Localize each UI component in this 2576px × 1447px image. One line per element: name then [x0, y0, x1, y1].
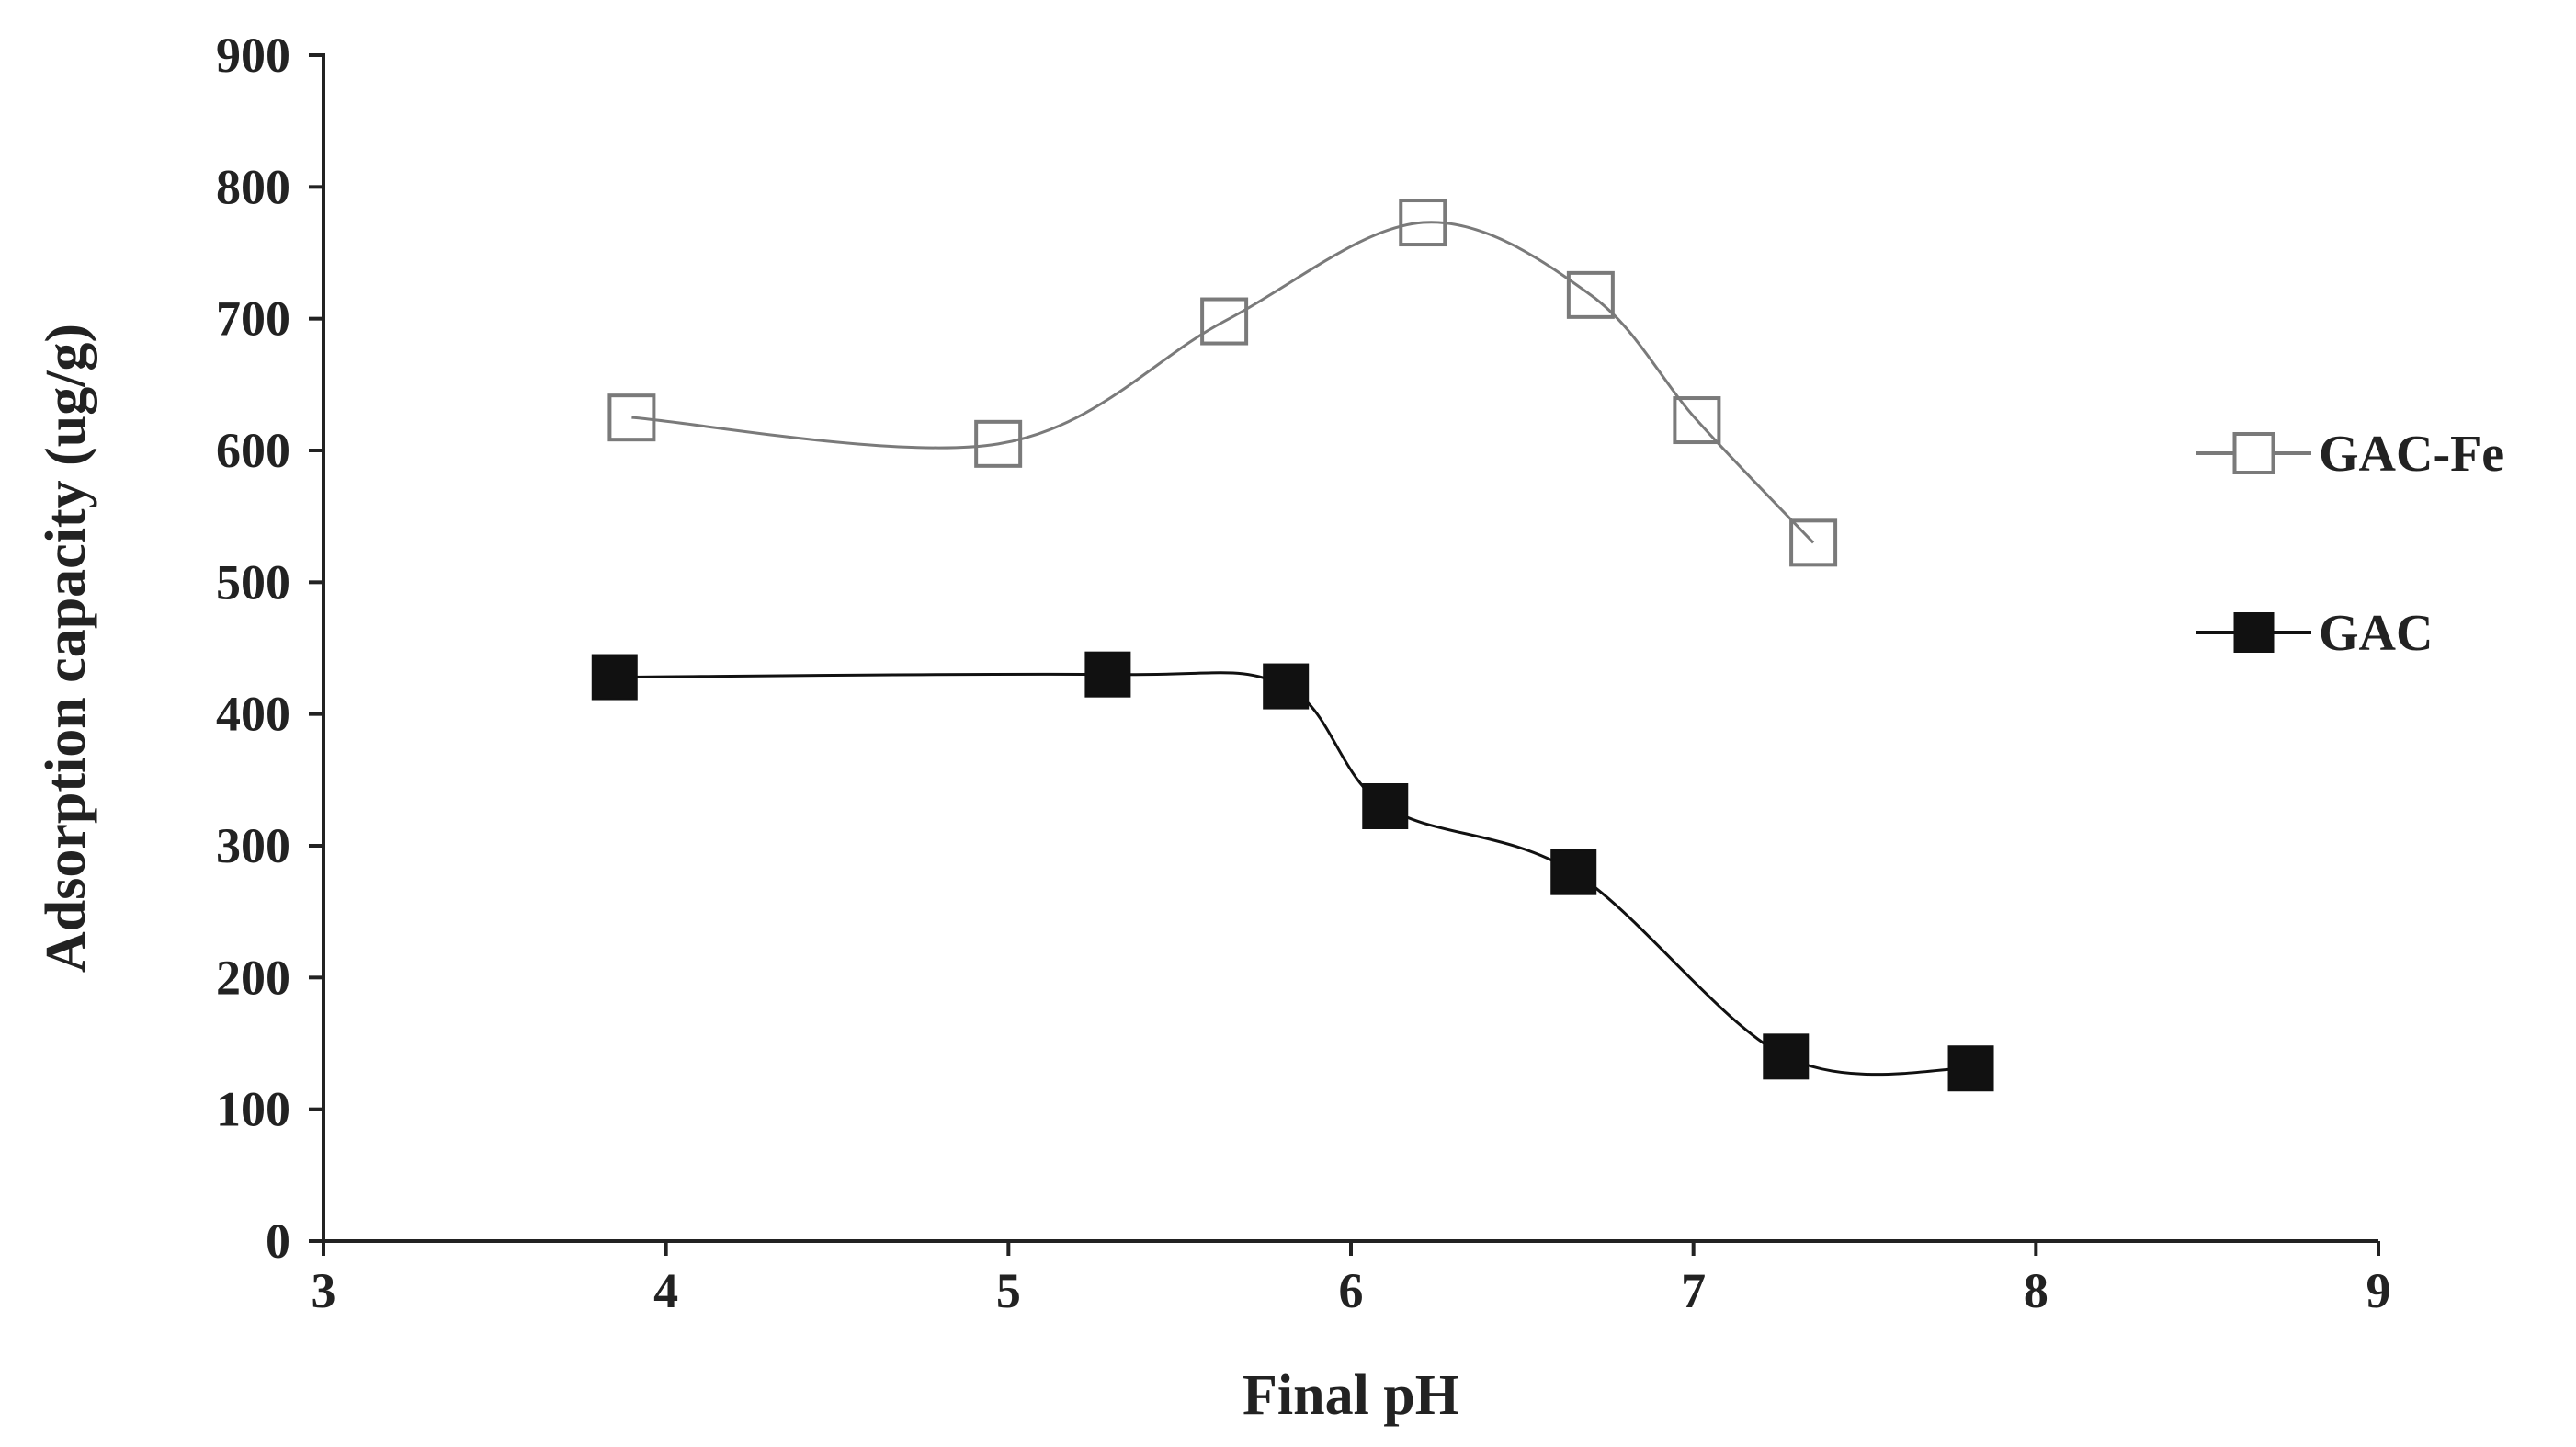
- legend-item: GAC: [2196, 605, 2433, 662]
- data-point: [1763, 1033, 1810, 1080]
- y-tick-label: 900: [216, 28, 290, 83]
- x-tick-label: 6: [1339, 1263, 1364, 1318]
- data-point: [1673, 396, 1721, 445]
- data-point: [1566, 270, 1615, 319]
- y-tick-label: 100: [216, 1082, 290, 1137]
- legend-marker: [2232, 432, 2275, 474]
- data-point: [1789, 518, 1838, 567]
- y-tick-label: 0: [266, 1213, 290, 1269]
- x-axis-title: Final pH: [1243, 1364, 1459, 1427]
- data-point: [607, 393, 656, 442]
- data-point: [1200, 297, 1249, 346]
- axes: 3 4 5 6 7 8 9 0 100 200 300 400 500 600 700 800 900: [216, 28, 2391, 1318]
- series-gac-fe: [607, 199, 1838, 567]
- legend-label: GAC: [2319, 605, 2433, 662]
- x-tick-label: 8: [2024, 1263, 2048, 1318]
- x-tick-label: 5: [996, 1263, 1021, 1318]
- data-point: [1947, 1045, 1994, 1092]
- data-point: [1263, 663, 1310, 710]
- y-tick-label: 400: [216, 687, 290, 742]
- data-point: [1550, 849, 1597, 895]
- x-tick-label: 7: [1681, 1263, 1706, 1318]
- series-line: [614, 671, 1971, 1077]
- series-line: [631, 221, 1815, 544]
- data-point: [1084, 651, 1131, 698]
- x-tick-label: 3: [312, 1263, 336, 1318]
- x-tick-label: 9: [2366, 1263, 2391, 1318]
- x-tick-label: 4: [653, 1263, 678, 1318]
- y-tick-label: 200: [216, 950, 290, 1005]
- data-point: [974, 419, 1023, 468]
- legend: GAC-Fe GAC: [2196, 426, 2504, 662]
- legend-label: GAC-Fe: [2319, 426, 2504, 483]
- data-point: [1399, 199, 1447, 247]
- y-axis-title: Adsorption capacity (ug/g): [35, 324, 97, 973]
- y-tick-label: 700: [216, 291, 290, 347]
- series-gac: [591, 651, 1994, 1092]
- y-tick-label: 800: [216, 159, 290, 214]
- y-tick-label: 600: [216, 423, 290, 478]
- legend-item: GAC-Fe: [2196, 426, 2504, 483]
- legend-marker: [2233, 612, 2275, 653]
- series-layer: [591, 199, 1994, 1092]
- data-point: [591, 654, 638, 701]
- y-tick-label: 500: [216, 554, 290, 610]
- y-tick-label: 300: [216, 818, 290, 873]
- data-point: [1362, 783, 1409, 829]
